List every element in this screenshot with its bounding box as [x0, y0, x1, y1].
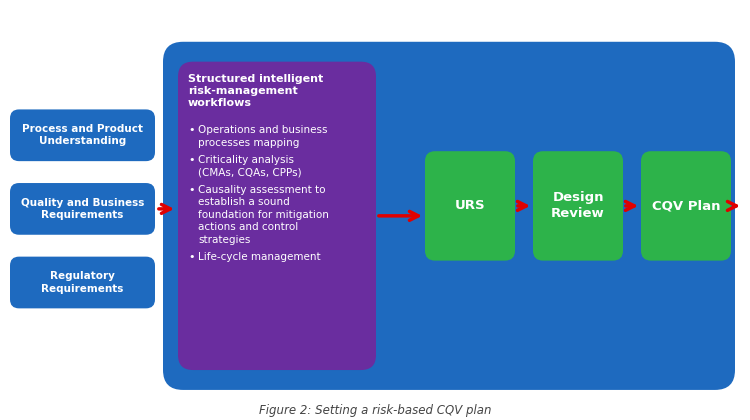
FancyBboxPatch shape: [10, 110, 155, 161]
FancyBboxPatch shape: [163, 42, 735, 390]
FancyBboxPatch shape: [641, 151, 731, 261]
FancyBboxPatch shape: [425, 151, 515, 261]
FancyBboxPatch shape: [10, 257, 155, 308]
FancyBboxPatch shape: [533, 151, 623, 261]
Text: Process and Product
Understanding: Process and Product Understanding: [22, 124, 143, 147]
Text: Design
Review: Design Review: [551, 192, 604, 220]
FancyBboxPatch shape: [178, 62, 376, 370]
FancyBboxPatch shape: [10, 183, 155, 235]
Text: Life-cycle management: Life-cycle management: [198, 252, 321, 262]
Text: Criticality analysis: Criticality analysis: [198, 155, 294, 165]
Text: URS: URS: [454, 200, 485, 213]
Text: CQV Plan: CQV Plan: [652, 200, 720, 213]
Text: •: •: [188, 125, 194, 135]
Text: establish a sound: establish a sound: [198, 197, 290, 207]
Text: •: •: [188, 155, 194, 165]
Text: Operations and business: Operations and business: [198, 125, 328, 135]
Text: Regulatory
Requirements: Regulatory Requirements: [41, 271, 124, 294]
Text: •: •: [188, 185, 194, 195]
Text: Figure 2: Setting a risk-based CQV plan: Figure 2: Setting a risk-based CQV plan: [259, 404, 491, 417]
Text: actions and control: actions and control: [198, 222, 298, 232]
Text: strategies: strategies: [198, 235, 250, 245]
Text: foundation for mitigation: foundation for mitigation: [198, 210, 328, 220]
Text: •: •: [188, 252, 194, 262]
Text: processes mapping: processes mapping: [198, 138, 299, 148]
Text: Quality and Business
Requirements: Quality and Business Requirements: [21, 198, 144, 220]
Text: Structured intelligent
risk-management
workflows: Structured intelligent risk-management w…: [188, 74, 323, 108]
Text: Causality assessment to: Causality assessment to: [198, 185, 326, 195]
Text: (CMAs, CQAs, CPPs): (CMAs, CQAs, CPPs): [198, 168, 302, 178]
